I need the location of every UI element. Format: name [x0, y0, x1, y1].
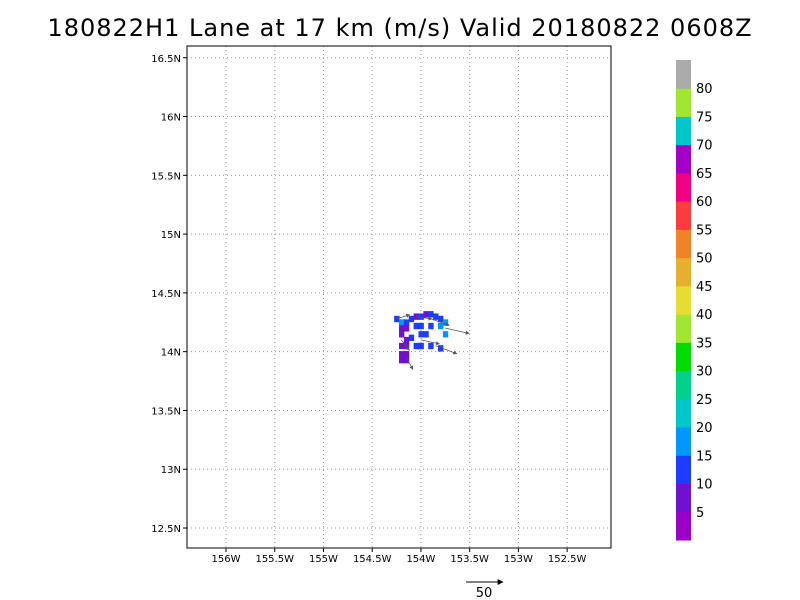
colorbar-label: 35 [696, 336, 713, 351]
lon-tick-label: 153W [504, 554, 533, 565]
lon-tick-label: 156W [211, 554, 240, 565]
wind-speed-cell [418, 313, 424, 320]
wind-speed-cell [403, 336, 410, 344]
lat-tick-label: 16N [161, 113, 181, 124]
colorbar-swatch [676, 172, 691, 202]
colorbar-swatch [676, 483, 691, 513]
colorbar-label: 10 [696, 478, 713, 493]
lat-tick-label: 13N [161, 465, 181, 476]
lat-tick-label: 14N [161, 348, 181, 359]
colorbar-swatch [676, 88, 691, 117]
colorbar-label: 50 [696, 252, 713, 267]
wind-speed-cell [399, 331, 405, 338]
wind-speed-cell [403, 342, 410, 350]
colorbar-label: 60 [696, 195, 713, 210]
wind-vector-arrow [405, 357, 414, 370]
lon-tick-label: 153.5W [450, 554, 489, 565]
colorbar-swatch [676, 229, 691, 259]
colorbar-label: 25 [696, 393, 713, 408]
lat-lon-grid [187, 46, 611, 548]
wind-vector-arrow [435, 345, 458, 355]
colorbar-label: 30 [696, 365, 713, 380]
colorbar-swatch [676, 455, 691, 485]
colorbar-label: 55 [696, 223, 713, 238]
wind-speed-cell [408, 334, 415, 341]
wind-speed-cell [403, 325, 410, 332]
lat-tick-label: 15N [161, 230, 181, 241]
wind-vector-arrow [401, 339, 410, 351]
lon-tick-label: 155.5W [255, 554, 294, 565]
lon-tick-label: 154W [406, 554, 435, 565]
wind-speed-cell [403, 351, 410, 358]
lon-tick-label: 152.5W [548, 554, 587, 565]
wind-speed-cell [423, 331, 429, 338]
plot-frame [186, 45, 612, 549]
colorbar-swatch [676, 342, 691, 372]
wind-vector-arrow [445, 327, 470, 335]
wind-speed-cell [433, 313, 439, 320]
lon-tick-label: 155W [309, 554, 338, 565]
colorbar-swatch [676, 60, 691, 89]
lat-tick-label: 13.5N [151, 406, 181, 417]
colorbar-label: 65 [696, 167, 713, 182]
wind-speed-cell [403, 356, 410, 364]
wind-speed-cell [437, 315, 444, 323]
wind-speed-cell [428, 322, 434, 330]
colorbar-swatch [676, 511, 691, 541]
wind-vector-arrow [420, 339, 440, 346]
wind-speed-cell [408, 315, 415, 323]
colorbar-swatch [676, 314, 691, 343]
wind-speed-cell [428, 311, 434, 318]
lat-tick-label: 15.5N [151, 171, 181, 182]
wind-speed-cell [399, 351, 405, 358]
wind-speed-cell [399, 319, 405, 326]
wind-speed-cell [399, 356, 405, 364]
colorbar-swatch [676, 398, 691, 428]
wind-speed-cell [399, 325, 405, 332]
colorbar-label: 5 [696, 506, 704, 521]
colorbar: 5 10 15 20 25 30 35 40 45 50 55 60 65 70 75 80 [676, 60, 713, 541]
wind-speed-cell [442, 331, 449, 338]
lat-tick-label: 14.5N [151, 289, 181, 300]
wind-speed-cell [423, 311, 429, 318]
wind-speed-cell [399, 342, 405, 350]
wind-speed-cell [428, 342, 434, 350]
colorbar-swatch [676, 285, 691, 315]
wind-speed-cell [418, 331, 424, 338]
colorbar-swatch [676, 427, 691, 456]
colorbar-swatch [676, 201, 691, 230]
reference-vector: 50 [466, 579, 504, 600]
wind-speed-cell [418, 322, 424, 330]
lat-tick-label: 16.5N [151, 54, 181, 65]
wind-speed-cell [413, 322, 419, 330]
map-title: 180822H1 Lane at 17 km (m/s) Valid 20180… [47, 14, 753, 42]
colorbar-swatch [676, 370, 691, 400]
colorbar-swatch [676, 116, 691, 146]
colorbar-label: 15 [696, 449, 713, 464]
colorbar-swatch [676, 144, 691, 174]
colorbar-label: 20 [696, 421, 713, 436]
colorbar-label: 40 [696, 308, 713, 323]
wind-speed-cell [403, 319, 410, 326]
wind-speed-cell [413, 342, 419, 350]
longitude-tick-labels: 156W 155.5W 155W 154.5W 154W 153.5W 153W 152.5W [211, 548, 587, 565]
colorbar-label: 80 [696, 82, 713, 97]
wind-speed-cell [437, 322, 444, 330]
wind-speed-cell [437, 345, 444, 352]
colorbar-swatch [676, 257, 691, 287]
wind-vector-arrow [415, 316, 433, 321]
colorbar-label: 75 [696, 110, 713, 125]
wind-vector-arrow [396, 313, 411, 320]
lon-tick-label: 154.5W [353, 554, 392, 565]
lat-tick-label: 12.5N [151, 524, 181, 535]
reference-vector-label: 50 [476, 586, 493, 600]
colorbar-label: 70 [696, 139, 713, 154]
latitude-tick-labels: 12.5N 13N 13.5N 14N 14.5N 15N 15.5N 16N 16.5N [151, 54, 187, 535]
colorbar-label: 45 [696, 280, 713, 295]
wind-speed-shading [394, 311, 449, 364]
wind-vector-arrow [430, 318, 450, 327]
wind-speed-cell [418, 342, 424, 350]
wind-vectors [396, 313, 470, 370]
